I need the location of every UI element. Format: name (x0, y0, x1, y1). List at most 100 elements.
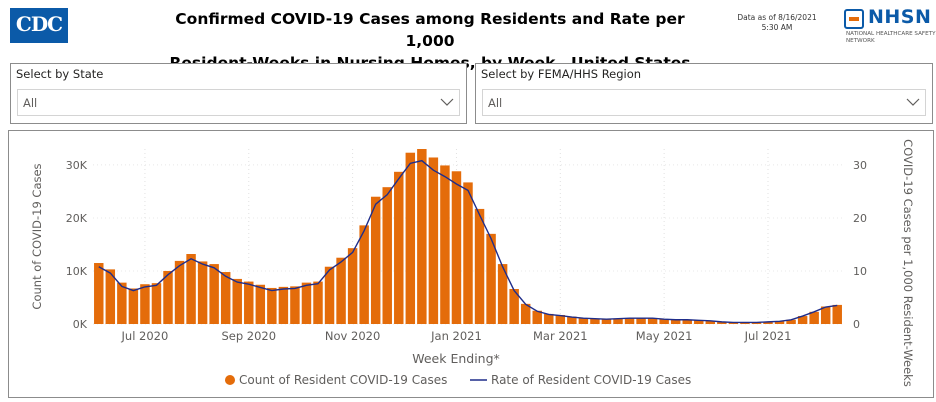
cases-chart: 0K 10K 20K 30K 0 10 20 30 Jul 2020 Sep 2020 Nov 20… (30, 139, 915, 387)
bar (140, 284, 150, 324)
y-left-tick-label: 0K (73, 318, 88, 331)
region-slicer: Select by FEMA/HHS Region All (475, 63, 933, 124)
region-slicer-label: Select by FEMA/HHS Region (481, 67, 642, 81)
bar (786, 319, 796, 324)
x-tick-label: Jan 2021 (430, 329, 482, 343)
legend-line-label: Rate of Resident COVID-19 Cases (491, 373, 691, 387)
nhsn-logo[interactable]: NHSN National Healthcare Safety Network (844, 6, 936, 45)
bar (405, 152, 416, 324)
bar (717, 321, 727, 324)
bar (774, 321, 785, 324)
bar (336, 257, 346, 324)
bar (209, 264, 219, 324)
nhsn-logo-icon (844, 9, 864, 29)
bar (590, 318, 600, 324)
bar (820, 306, 831, 324)
bar (509, 289, 519, 324)
legend-bar-label: Count of Resident COVID-19 Cases (239, 373, 447, 387)
data-as-of: Data as of 8/16/2021 5:30 AM (734, 13, 820, 33)
bar (670, 319, 681, 324)
bar (763, 321, 773, 324)
bar (578, 318, 589, 324)
bar (197, 261, 208, 324)
bar (624, 318, 635, 324)
data-as-of-time: 5:30 AM (761, 23, 793, 32)
bar (313, 281, 323, 324)
bar (105, 269, 116, 324)
y-right-tick-label: 0 (853, 318, 860, 331)
bar (636, 318, 646, 324)
y-left-axis-title: Count of COVID-19 Cases (30, 163, 44, 309)
bar (94, 263, 104, 324)
bar (359, 225, 369, 324)
y-right-tick-label: 20 (853, 212, 867, 225)
bar (659, 319, 669, 324)
bar (601, 319, 612, 324)
nhsn-logo-name: NHSN (868, 6, 932, 28)
bar (440, 165, 450, 324)
bar (567, 316, 577, 324)
state-dropdown[interactable]: All (17, 89, 460, 116)
bar (451, 171, 462, 324)
bar (278, 286, 289, 324)
legend-bar-marker (225, 375, 235, 385)
bar (267, 287, 277, 324)
x-tick-label: Jul 2021 (744, 329, 792, 343)
bar (163, 270, 173, 324)
bar (520, 303, 531, 324)
region-dropdown-value: All (488, 96, 503, 110)
chevron-down-icon[interactable] (440, 97, 454, 107)
bar (797, 316, 808, 324)
state-slicer: Select by State All (10, 63, 467, 124)
x-tick-label: Jul 2020 (121, 329, 169, 343)
bar (186, 254, 196, 324)
state-dropdown-value: All (23, 96, 38, 110)
bar (428, 157, 439, 324)
x-tick-label: May 2021 (636, 329, 693, 343)
region-dropdown[interactable]: All (482, 89, 926, 116)
bar (382, 187, 392, 324)
cdc-logo[interactable]: CDC (10, 8, 68, 43)
bar (220, 272, 231, 324)
bar (728, 322, 739, 324)
page-title-line-1: Confirmed COVID-19 Cases among Residents… (175, 10, 685, 50)
chart-panel: 0K 10K 20K 30K 0 10 20 30 Jul 2020 Sep 2020 Nov 20… (8, 130, 934, 398)
bar (613, 318, 623, 324)
x-axis-title: Week Ending* (412, 351, 500, 366)
bar (832, 304, 842, 324)
bar (486, 233, 496, 324)
y-left-tick-label: 10K (66, 265, 88, 278)
bar (347, 248, 358, 324)
y-right-tick-label: 30 (853, 159, 867, 172)
y-right-axis-title: COVID-19 Cases per 1,000 Resident-Weeks (901, 139, 915, 387)
bar (151, 283, 162, 324)
rate-line (98, 159, 838, 324)
bar (174, 260, 185, 324)
bar (497, 264, 508, 324)
bar (740, 322, 750, 324)
y-left-tick-label: 20K (66, 212, 88, 225)
y-right-tick-label: 10 (853, 265, 867, 278)
chevron-down-icon[interactable] (906, 97, 920, 107)
bar (417, 149, 427, 324)
bar (751, 322, 762, 324)
bar (532, 310, 542, 324)
bar (647, 318, 658, 324)
bar (301, 282, 312, 324)
bar (117, 282, 127, 324)
bar (809, 311, 819, 324)
bar (544, 313, 554, 324)
bar (694, 320, 704, 324)
header: CDC Confirmed COVID-19 Cases among Resid… (0, 0, 936, 72)
bar (232, 278, 242, 324)
x-tick-label: Nov 2020 (325, 329, 380, 343)
bar (128, 288, 139, 324)
bar (705, 320, 716, 324)
bar (255, 284, 266, 324)
bar (682, 319, 692, 324)
x-tick-label: Mar 2021 (533, 329, 588, 343)
bar (555, 314, 566, 324)
nhsn-logo-subtitle: National Healthcare Safety Network (846, 31, 936, 44)
bar (463, 182, 473, 324)
y-left-tick-label: 30K (66, 159, 88, 172)
